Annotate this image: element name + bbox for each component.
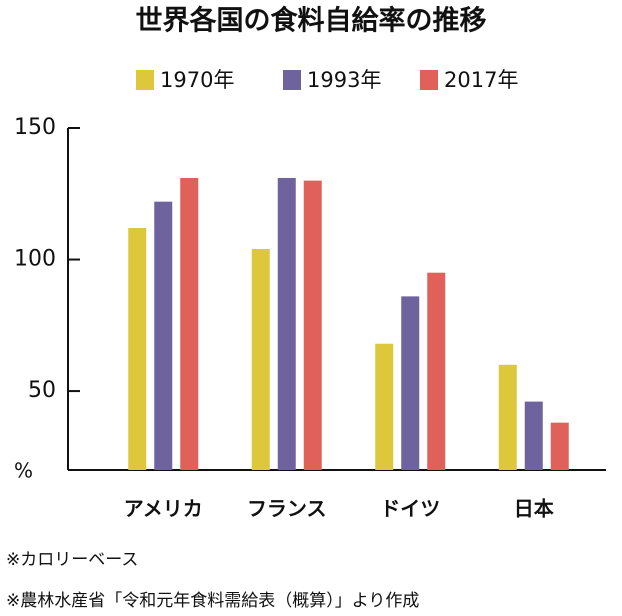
legend-label: 1993年 [307,68,381,92]
x-tick-label: アメリカ [124,497,203,521]
bar [128,227,147,470]
legend-label: 1970年 [160,68,234,92]
legend-label: 2017年 [444,68,518,92]
legend-swatch [136,70,154,90]
y-unit: % [14,459,33,483]
y-tick-label: 100 [14,247,56,272]
bar [498,364,517,470]
bar [375,343,394,470]
bar [401,296,420,470]
x-tick-label: ドイツ [380,497,440,521]
legend-swatch [283,70,301,90]
note: ※農林水産省「令和元年食料需給表（概算）」より作成 [6,591,419,611]
bar [180,177,199,470]
bar [154,201,173,470]
bar [550,422,569,470]
y-tick-label: 150 [14,115,56,140]
legend-swatch [420,70,438,90]
x-tick-label: フランス [247,497,327,521]
chart-title: 世界各国の食料自給率の推移 [136,5,487,37]
bar [303,180,322,470]
bar [524,401,543,470]
x-tick-label: 日本 [514,497,554,521]
bar [251,249,270,470]
note: ※カロリーベース [6,550,138,570]
bar [427,272,446,470]
y-tick-label: 50 [28,378,56,403]
bar [277,177,296,470]
